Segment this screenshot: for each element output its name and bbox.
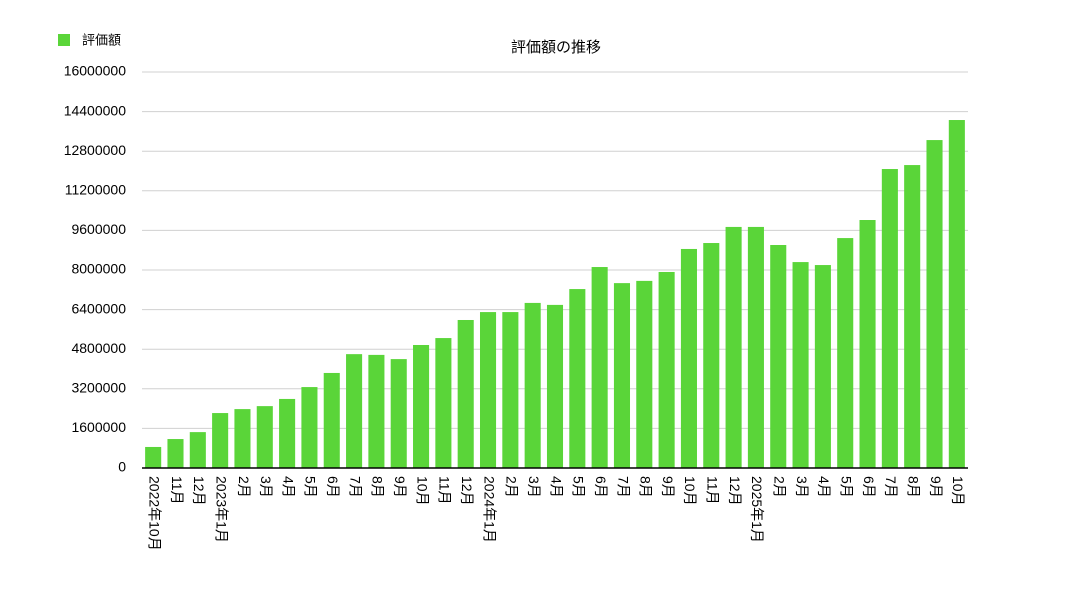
bar [658, 271, 675, 468]
bar [167, 439, 184, 468]
bar [814, 265, 831, 468]
bar [725, 226, 742, 468]
y-tick-label: 12800000 [64, 142, 127, 158]
bar [792, 262, 809, 468]
x-tick-label: 2月 [504, 476, 520, 498]
x-tick-label: 11月 [169, 476, 185, 505]
bar [346, 354, 363, 468]
bar [859, 220, 876, 468]
bar [770, 245, 787, 468]
bar [457, 319, 474, 468]
y-tick-label: 3200000 [71, 380, 126, 396]
bar [926, 140, 943, 468]
x-tick-label: 8月 [370, 476, 386, 498]
x-tick-label: 7月 [883, 476, 899, 498]
x-tick-label: 12月 [191, 476, 207, 506]
x-tick-label: 3月 [258, 476, 274, 498]
bar [636, 280, 653, 468]
x-tick-label: 11月 [705, 476, 721, 505]
y-tick-label: 16000000 [64, 63, 127, 79]
bar [256, 406, 273, 468]
x-tick-label: 10月 [682, 476, 698, 506]
bar [546, 304, 564, 468]
bar [479, 312, 497, 468]
bar [904, 165, 921, 468]
bar [703, 243, 720, 468]
x-tick-label: 3月 [794, 476, 810, 498]
y-tick-label: 11200000 [65, 182, 126, 198]
bar [747, 226, 764, 468]
x-tick-label: 12月 [459, 476, 475, 506]
y-tick-label: 4800000 [71, 340, 126, 356]
bar [279, 398, 296, 468]
bar [680, 248, 697, 468]
bar [613, 283, 631, 468]
x-tick-label: 5月 [303, 476, 319, 498]
x-tick-label: 2022年10月 [146, 476, 162, 551]
bar [569, 289, 586, 468]
x-tick-label: 2月 [772, 476, 788, 498]
x-tick-label: 10月 [414, 476, 430, 506]
y-tick-label: 14400000 [64, 102, 127, 118]
x-tick-label: 2025年1月 [749, 476, 765, 543]
x-tick-label: 4月 [816, 476, 832, 498]
bar [502, 312, 519, 468]
x-tick-label: 2月 [236, 476, 252, 498]
bar [301, 387, 318, 468]
bar [212, 413, 229, 468]
x-tick-label: 9月 [660, 476, 676, 498]
y-tick-label: 0 [118, 459, 126, 475]
x-tick-label: 7月 [615, 476, 631, 498]
x-tick-label: 5月 [571, 476, 587, 498]
y-tick-label: 8000000 [71, 261, 126, 277]
x-tick-label: 4月 [548, 476, 564, 498]
x-tick-label: 3月 [526, 476, 542, 498]
bar [837, 238, 854, 468]
x-tick-label: 6月 [325, 476, 341, 498]
bar [368, 354, 385, 468]
bar [591, 267, 608, 468]
bar [881, 169, 898, 468]
x-tick-label: 5月 [839, 476, 855, 498]
x-tick-label: 10月 [950, 476, 966, 506]
x-tick-label: 9月 [392, 476, 408, 498]
y-tick-label: 6400000 [71, 300, 126, 316]
y-tick-label: 9600000 [71, 221, 126, 237]
legend-swatch [58, 34, 70, 46]
x-tick-label: 12月 [727, 476, 743, 506]
bar [413, 344, 430, 468]
bar [189, 432, 206, 468]
bar [234, 409, 251, 468]
x-tick-label: 6月 [593, 476, 609, 498]
x-tick-label: 9月 [928, 476, 944, 498]
legend-label: 評価額 [82, 32, 121, 47]
bar [948, 120, 965, 468]
x-tick-label: 4月 [280, 476, 296, 498]
chart-title: 評価額の推移 [511, 39, 601, 56]
bar [524, 302, 541, 468]
x-tick-label: 2023年1月 [213, 476, 229, 543]
bar [435, 338, 452, 468]
x-tick-label: 8月 [905, 476, 921, 498]
x-tick-label: 11月 [437, 476, 453, 505]
bar [145, 446, 162, 468]
x-tick-label: 8月 [638, 476, 654, 498]
x-tick-label: 6月 [861, 476, 877, 498]
y-tick-label: 1600000 [71, 419, 126, 435]
x-tick-label: 2024年1月 [481, 476, 497, 543]
x-tick-label: 7月 [347, 476, 363, 498]
bar [323, 372, 340, 468]
bar [390, 359, 407, 468]
